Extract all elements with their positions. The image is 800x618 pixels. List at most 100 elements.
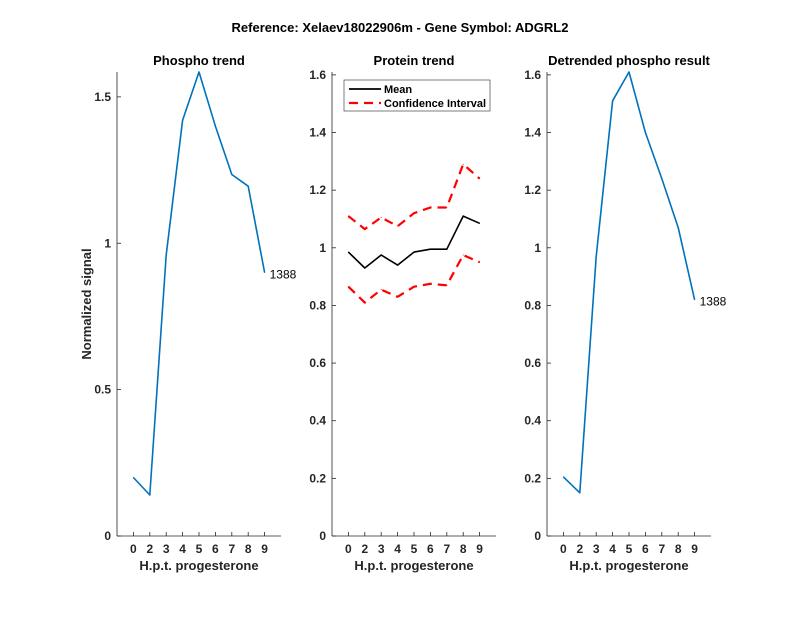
y-tick-label: 1 xyxy=(534,241,541,255)
x-tick-label: 4 xyxy=(179,542,186,556)
y-tick-label: 1.5 xyxy=(94,90,111,104)
x-tick-label: 9 xyxy=(261,542,268,556)
y-tick-label: 0.6 xyxy=(524,356,541,370)
x-tick-label: 8 xyxy=(675,542,682,556)
x-tick-label: 2 xyxy=(576,542,583,556)
data-point xyxy=(149,494,151,496)
x-tick-label: 5 xyxy=(626,542,633,556)
x-tick-label: 7 xyxy=(228,542,235,556)
y-tick-label: 1.4 xyxy=(309,126,326,140)
y-tick-label: 0 xyxy=(104,529,111,543)
data-point xyxy=(380,254,382,256)
legend-entry: Mean xyxy=(384,84,412,96)
series-annotation: 1388 xyxy=(270,268,297,282)
data-point xyxy=(462,163,464,165)
data-point xyxy=(462,215,464,217)
x-tick-label: 2 xyxy=(146,542,153,556)
y-tick-label: 0 xyxy=(319,529,326,543)
x-tick-label: 0 xyxy=(130,542,137,556)
data-point xyxy=(413,286,415,288)
x-tick-label: 6 xyxy=(427,542,434,556)
data-point xyxy=(347,286,349,288)
data-point xyxy=(380,289,382,291)
legend-entry: Confidence Interval xyxy=(384,98,486,110)
data-point xyxy=(397,296,399,298)
data-point xyxy=(562,476,564,478)
data-point xyxy=(264,272,266,274)
data-point xyxy=(380,217,382,219)
x-tick-label: 3 xyxy=(163,542,170,556)
y-axis-label: Normalized signal xyxy=(79,248,94,359)
x-tick-label: 2 xyxy=(361,542,368,556)
series-annotation: 1388 xyxy=(700,295,727,309)
panel-title: Phospho trend xyxy=(153,53,245,68)
x-tick-label: 3 xyxy=(593,542,600,556)
data-point xyxy=(397,264,399,266)
data-point xyxy=(612,100,614,102)
legend-box xyxy=(343,79,491,112)
data-point xyxy=(364,302,366,304)
panel-title: Detrended phospho result xyxy=(548,53,710,68)
y-tick-label: 0.8 xyxy=(524,298,541,312)
data-point xyxy=(347,251,349,253)
data-point xyxy=(347,215,349,217)
y-tick-label: 1.6 xyxy=(524,68,541,82)
data-point xyxy=(132,476,134,478)
x-axis-label: H.p.t. progesterone xyxy=(569,558,688,573)
data-point xyxy=(413,212,415,214)
x-tick-label: 0 xyxy=(560,542,567,556)
x-tick-label: 8 xyxy=(460,542,467,556)
y-tick-label: 1.6 xyxy=(309,68,326,82)
y-tick-label: 0.8 xyxy=(309,298,326,312)
x-tick-label: 7 xyxy=(658,542,665,556)
data-point xyxy=(429,248,431,250)
x-tick-label: 3 xyxy=(378,542,385,556)
figure-title: Reference: Xelaev18022906m - Gene Symbol… xyxy=(232,20,569,35)
panel-3: 00.20.40.60.811.21.41.60 2 3 4 5 6 7 8 9Detrende… xyxy=(524,53,726,573)
data-point xyxy=(182,119,184,121)
y-tick-label: 1.4 xyxy=(524,126,541,140)
data-point xyxy=(579,492,581,494)
legend: Mean Confidence Interval xyxy=(343,79,491,112)
data-point xyxy=(364,267,366,269)
y-tick-label: 0.6 xyxy=(309,356,326,370)
data-point xyxy=(165,254,167,256)
data-point xyxy=(661,178,663,180)
data-point xyxy=(595,255,597,257)
data-point xyxy=(677,227,679,229)
data-point xyxy=(231,173,233,175)
y-tick-label: 0.2 xyxy=(524,471,541,485)
data-point xyxy=(479,178,481,180)
data-point xyxy=(479,261,481,263)
panel-2: 00.20.40.60.811.21.41.60 2 3 4 5 6 7 8 9Protein … xyxy=(309,53,496,573)
data-point xyxy=(364,228,366,230)
data-point xyxy=(214,125,216,127)
data-point xyxy=(694,299,696,301)
x-tick-label: 5 xyxy=(411,542,418,556)
x-tick-label: 6 xyxy=(212,542,219,556)
y-tick-label: 0 xyxy=(534,529,541,543)
data-point xyxy=(462,254,464,256)
y-tick-label: 1.2 xyxy=(309,183,326,197)
x-tick-label: 0 xyxy=(345,542,352,556)
y-tick-label: 0.4 xyxy=(524,414,541,428)
data-point xyxy=(446,206,448,208)
data-point xyxy=(628,71,630,73)
y-tick-label: 0.5 xyxy=(94,383,111,397)
data-point xyxy=(198,71,200,73)
x-tick-label: 4 xyxy=(609,542,616,556)
x-tick-label: 8 xyxy=(245,542,252,556)
y-tick-label: 1 xyxy=(319,241,326,255)
y-tick-label: 1 xyxy=(104,236,111,250)
y-tick-label: 0.2 xyxy=(309,471,326,485)
panel-title: Protein trend xyxy=(374,53,455,68)
data-point xyxy=(247,185,249,187)
x-tick-label: 6 xyxy=(642,542,649,556)
data-point xyxy=(446,284,448,286)
x-tick-label: 9 xyxy=(476,542,483,556)
data-point xyxy=(429,283,431,285)
x-tick-label: 7 xyxy=(443,542,450,556)
x-axis-label: H.p.t. progesterone xyxy=(354,558,473,573)
x-tick-label: 9 xyxy=(691,542,698,556)
